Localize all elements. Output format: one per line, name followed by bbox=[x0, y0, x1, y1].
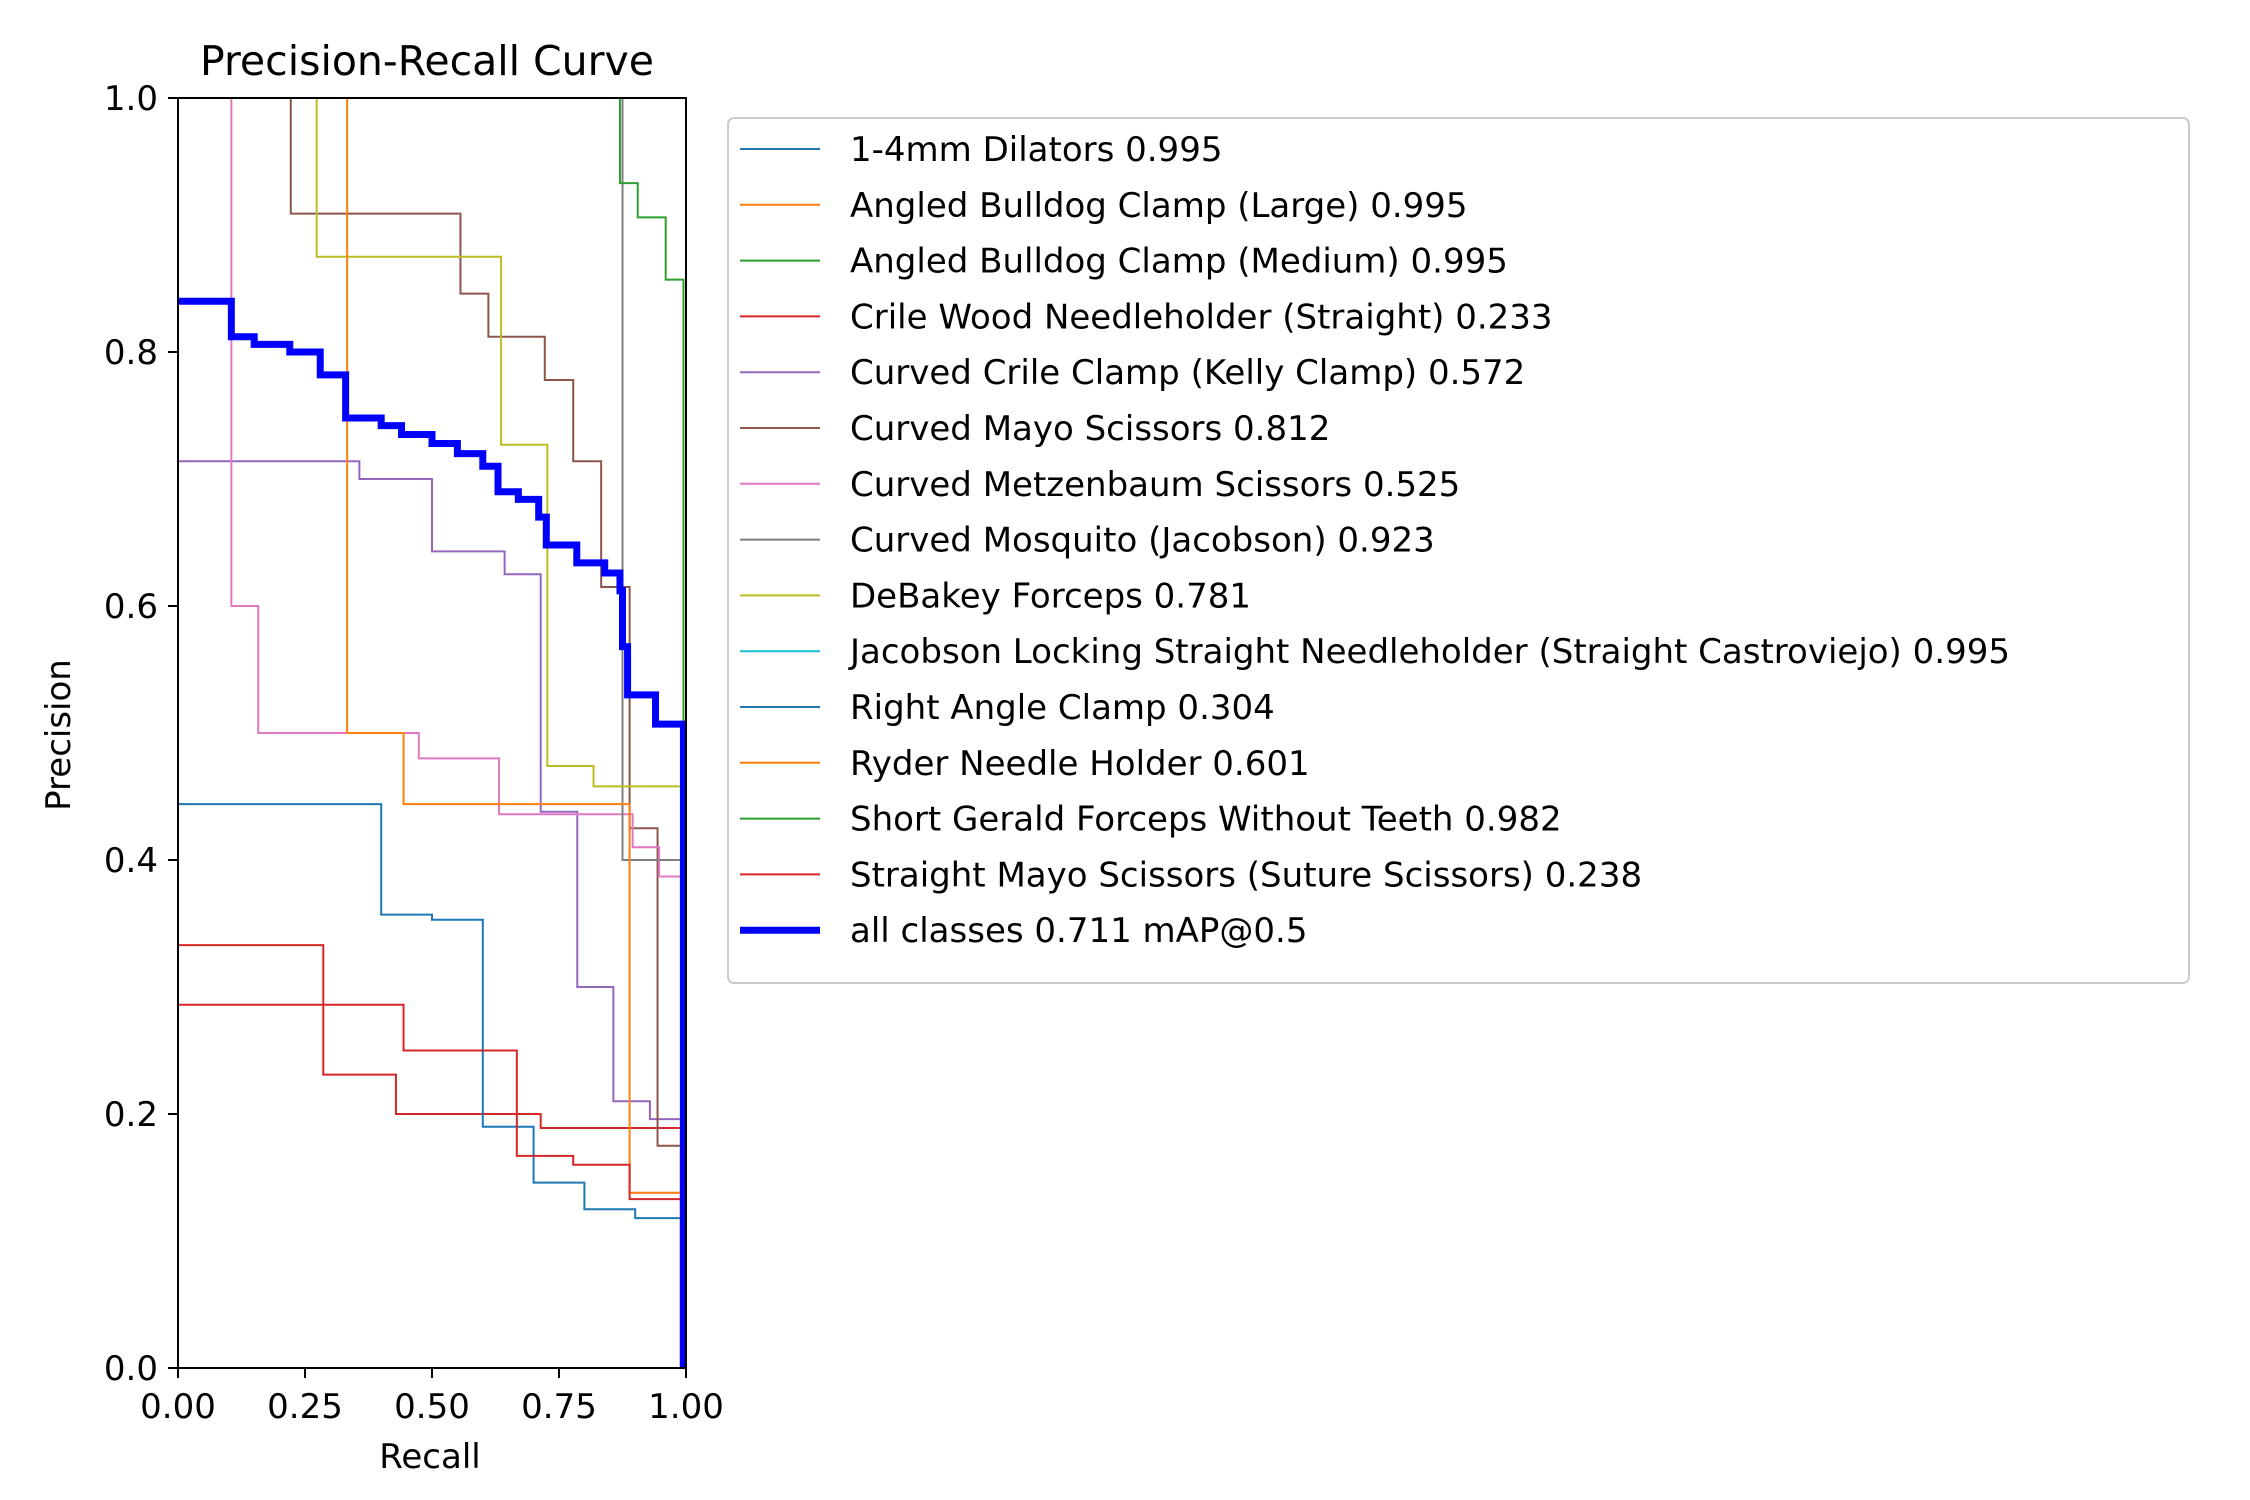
series-line-13 bbox=[618, 98, 685, 1368]
legend-label: DeBakey Forceps 0.781 bbox=[850, 576, 1251, 616]
y-tick-label: 0.0 bbox=[104, 1349, 158, 1389]
legend-label: Angled Bulldog Clamp (Large) 0.995 bbox=[850, 186, 1468, 226]
y-axis-label: Precision bbox=[39, 659, 79, 811]
legend-label: Straight Mayo Scissors (Suture Scissors)… bbox=[850, 855, 1642, 895]
x-tick-label: 0.50 bbox=[394, 1387, 470, 1427]
x-tick-label: 1.00 bbox=[648, 1387, 724, 1427]
series-line-5 bbox=[178, 460, 682, 1368]
legend-label: Curved Metzenbaum Scissors 0.525 bbox=[850, 465, 1460, 505]
series-line-7 bbox=[230, 98, 682, 1368]
series-line-2 bbox=[178, 97, 687, 1368]
plot-area-frame bbox=[177, 97, 687, 1369]
x-tick-label: 0.75 bbox=[521, 1387, 597, 1427]
series-line-15 bbox=[178, 297, 687, 1368]
y-tick-label: 0.8 bbox=[104, 333, 158, 373]
series-line-3 bbox=[178, 97, 687, 1368]
legend-label: Right Angle Clamp 0.304 bbox=[850, 688, 1275, 728]
legend-label: Angled Bulldog Clamp (Medium) 0.995 bbox=[850, 242, 1508, 282]
curves-layer bbox=[178, 97, 687, 1368]
x-tick-label: 0.00 bbox=[140, 1387, 216, 1427]
legend-label: all classes 0.711 mAP@0.5 bbox=[850, 911, 1307, 951]
series-line-14 bbox=[178, 1003, 682, 1368]
legend-label: Curved Mosquito (Jacobson) 0.923 bbox=[850, 521, 1435, 561]
series-line-9 bbox=[315, 98, 682, 1368]
legend-label: Curved Mayo Scissors 0.812 bbox=[850, 409, 1330, 449]
legend: 1-4mm Dilators 0.995 Angled Bulldog Clamp… bbox=[727, 117, 2190, 984]
y-axis: 0.0 0.2 0.4 0.6 0.8 1.0 bbox=[104, 79, 178, 1389]
series-line-12 bbox=[346, 98, 682, 1368]
x-tick-label: 0.25 bbox=[267, 1387, 343, 1427]
y-tick-label: 1.0 bbox=[104, 79, 158, 119]
series-line-11 bbox=[178, 803, 682, 1368]
series-line-10 bbox=[178, 97, 687, 1368]
legend-label: 1-4mm Dilators 0.995 bbox=[850, 130, 1222, 170]
legend-label: Jacobson Locking Straight Needleholder (… bbox=[848, 632, 2010, 672]
legend-label: Ryder Needle Holder 0.601 bbox=[850, 744, 1310, 784]
x-axis-label: Recall bbox=[379, 1437, 480, 1477]
y-tick-label: 0.4 bbox=[104, 841, 158, 881]
chart-title: Precision-Recall Curve bbox=[200, 37, 654, 85]
legend-box bbox=[727, 117, 2190, 984]
series-line-8 bbox=[621, 98, 682, 1368]
series-line-6 bbox=[289, 98, 682, 1368]
y-tick-label: 0.2 bbox=[104, 1095, 158, 1135]
legend-label: Short Gerald Forceps Without Teeth 0.982 bbox=[850, 800, 1562, 840]
legend-label: Crile Wood Needleholder (Straight) 0.233 bbox=[850, 297, 1553, 337]
legend-label: Curved Crile Clamp (Kelly Clamp) 0.572 bbox=[850, 353, 1525, 393]
series-line-4 bbox=[178, 944, 682, 1368]
x-axis: 0.00 0.25 0.50 0.75 1.00 bbox=[140, 1368, 724, 1427]
y-tick-label: 0.6 bbox=[104, 587, 158, 627]
